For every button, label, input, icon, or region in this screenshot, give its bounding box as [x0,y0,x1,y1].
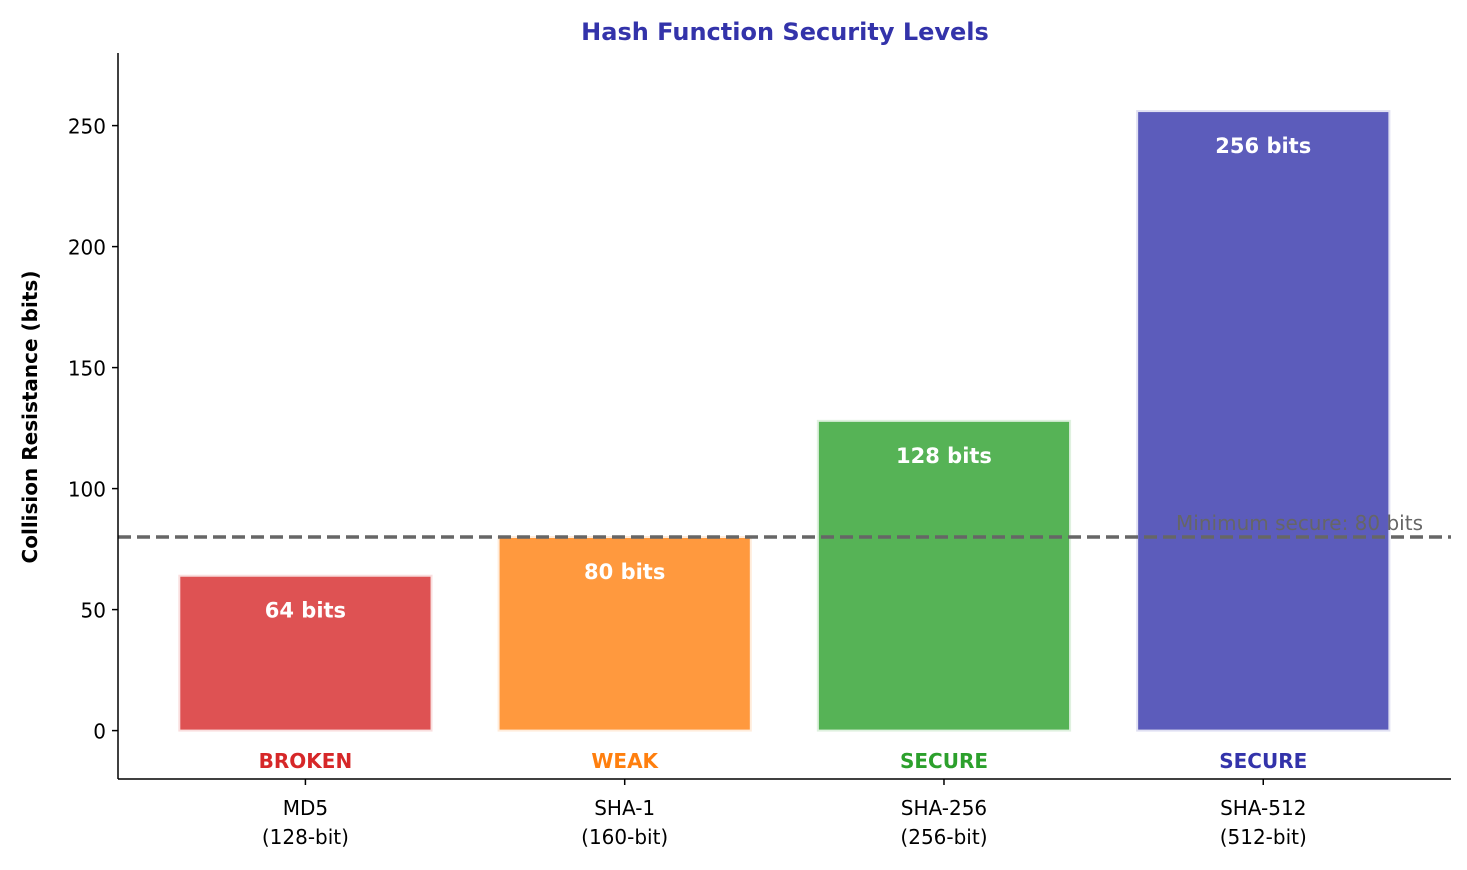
bar-0 [178,574,433,732]
bar-value-label-1: 80 bits [584,560,665,584]
bar-value-label-3: 256 bits [1215,134,1311,158]
y-tick-label-0: 0 [93,720,106,744]
y-axis-label: Collision Resistance (bits) [18,271,42,564]
x-tick-label-0-0: MD5 [283,796,328,820]
x-tick-label-3-1: (512-bit) [1220,825,1307,849]
x-tick-label-2-1: (256-bit) [900,825,987,849]
bar-value-label-0: 64 bits [265,599,346,623]
y-tick-label-5: 250 [68,115,106,139]
y-tick-label-2: 100 [68,478,106,502]
x-tick-label-1-0: SHA-1 [594,796,655,820]
status-label-0: BROKEN [259,749,353,773]
bar-3 [1136,110,1391,732]
bar-1 [497,536,752,732]
bar-2 [816,419,1072,732]
x-tick-label-0-1: (128-bit) [262,825,349,849]
x-tick-label-2-0: SHA-256 [901,796,987,820]
status-label-1: WEAK [591,749,659,773]
x-tick-label-3-0: SHA-512 [1220,796,1306,820]
status-label-2: SECURE [900,749,988,773]
reference-line-label: Minimum secure: 80 bits [1176,511,1423,535]
status-label-3: SECURE [1219,749,1307,773]
chart-title: Hash Function Security Levels [581,18,989,46]
y-tick-label-1: 50 [81,599,106,623]
bar-value-label-2: 128 bits [896,444,992,468]
y-tick-label-4: 200 [68,236,106,260]
x-tick-label-1-1: (160-bit) [581,825,668,849]
y-tick-label-3: 150 [68,357,106,381]
